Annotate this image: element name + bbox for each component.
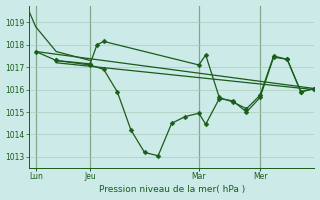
X-axis label: Pression niveau de la mer( hPa ): Pression niveau de la mer( hPa ) [99,185,245,194]
